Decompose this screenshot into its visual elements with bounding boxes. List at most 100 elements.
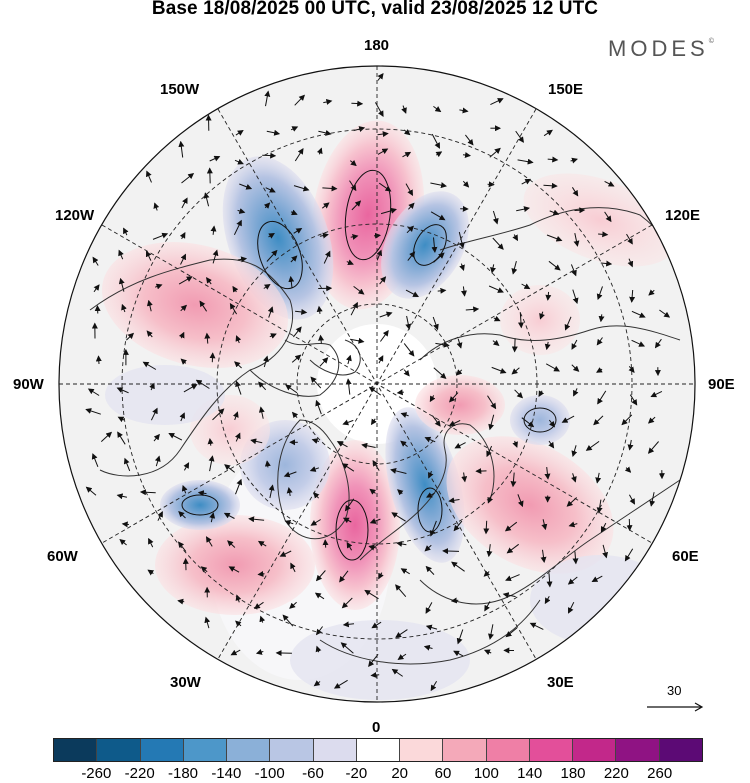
wind-vector xyxy=(311,438,320,444)
wind-vector xyxy=(453,650,464,657)
wind-vector xyxy=(460,286,467,297)
wind-vector xyxy=(91,453,99,467)
wind-vector xyxy=(596,337,603,346)
wind-vector xyxy=(429,395,436,403)
wind-vector xyxy=(178,331,185,339)
wind-vector xyxy=(405,289,419,297)
wind-vector xyxy=(146,299,153,312)
wind-vector xyxy=(237,256,248,263)
wind-vector xyxy=(517,158,534,165)
wind-vector xyxy=(548,260,561,271)
wind-vector xyxy=(118,277,125,292)
colorbar-segment xyxy=(573,739,617,761)
wind-vector xyxy=(123,457,131,472)
wind-vector xyxy=(400,440,408,447)
colorbar-segment xyxy=(313,739,357,761)
wind-vector xyxy=(597,390,607,405)
wind-vector xyxy=(204,616,211,629)
wind-vector xyxy=(510,472,517,488)
wind-vector xyxy=(146,330,153,338)
wind-vector xyxy=(544,467,551,480)
wind-vector xyxy=(430,680,438,692)
lon-label-30e: 30E xyxy=(547,674,574,691)
wind-vector xyxy=(258,381,267,391)
wind-vector xyxy=(206,167,213,184)
wind-vector xyxy=(571,339,578,350)
wind-vector xyxy=(624,466,632,473)
wind-vector xyxy=(544,341,551,351)
wind-vector xyxy=(206,276,212,285)
lon-label-180: 180 xyxy=(364,37,390,54)
wind-vector xyxy=(147,569,155,576)
wind-vector xyxy=(376,249,383,261)
wind-vector xyxy=(505,574,520,582)
wind-vector xyxy=(263,283,271,290)
wind-vector xyxy=(315,645,322,653)
wind-vector xyxy=(511,367,520,375)
wind-vector xyxy=(323,99,333,105)
wind-vector xyxy=(628,494,635,505)
wind-vector xyxy=(465,134,474,146)
wind-vector xyxy=(153,202,160,211)
wind-vector xyxy=(371,621,382,629)
wind-vector xyxy=(492,237,504,250)
wind-vector xyxy=(435,151,443,158)
wind-vector xyxy=(351,100,364,107)
wind-vector xyxy=(483,649,492,656)
wind-vector xyxy=(92,256,99,266)
wind-vector xyxy=(548,419,556,428)
wind-vector xyxy=(87,388,100,396)
wind-vector xyxy=(294,148,304,162)
wind-vector xyxy=(350,233,359,240)
wind-vector xyxy=(318,129,332,136)
anomaly-pos-north-atlantic xyxy=(155,515,315,615)
wind-vector xyxy=(574,207,586,214)
wind-vector xyxy=(397,489,404,496)
wind-vector xyxy=(95,355,102,365)
colorbar-tick-label: 180 xyxy=(560,765,586,782)
wind-vector xyxy=(199,300,208,312)
wind-vector xyxy=(511,260,518,275)
colorbar-segment xyxy=(140,739,184,761)
wind-vector xyxy=(379,329,389,342)
wind-vector xyxy=(403,343,415,357)
colorbar-tick-label: 60 xyxy=(434,765,452,782)
wind-vector xyxy=(93,284,100,293)
anomaly-pos-siberia xyxy=(446,436,614,574)
wind-vector xyxy=(209,155,221,162)
wind-vector xyxy=(248,516,265,523)
colorbar-segment xyxy=(486,739,530,761)
wind-vector xyxy=(425,565,435,575)
wind-vector xyxy=(341,463,355,472)
wind-vector xyxy=(448,419,461,427)
wind-vector xyxy=(564,316,572,331)
wind-vector xyxy=(377,131,389,138)
wind-vector xyxy=(369,518,381,524)
wind-vector xyxy=(486,445,493,458)
wind-vector xyxy=(423,644,433,651)
wind-vector xyxy=(567,576,578,585)
wind-vector xyxy=(400,568,410,575)
wind-vector xyxy=(490,264,496,274)
wind-vector xyxy=(429,520,437,537)
wind-vector xyxy=(431,415,441,427)
wind-vector xyxy=(204,332,211,344)
wind-vector xyxy=(179,412,185,422)
map-boundary xyxy=(58,65,696,703)
colorbar-tick-label: -260 xyxy=(81,765,112,782)
colorbar-segment xyxy=(54,739,98,761)
wind-vector xyxy=(431,237,438,253)
wind-vector xyxy=(377,355,384,364)
wind-vector xyxy=(180,253,186,265)
wind-vector xyxy=(179,232,186,240)
wind-vector xyxy=(235,478,243,495)
wind-vector xyxy=(600,522,607,533)
wind-vector xyxy=(390,467,407,474)
wind-vector xyxy=(516,206,530,213)
anomaly-neg-labrador xyxy=(160,480,240,530)
wind-vector xyxy=(379,276,387,285)
wind-vector xyxy=(258,406,265,419)
wind-vector xyxy=(568,601,575,614)
wind-vector xyxy=(654,338,662,349)
wind-vector xyxy=(223,512,235,519)
